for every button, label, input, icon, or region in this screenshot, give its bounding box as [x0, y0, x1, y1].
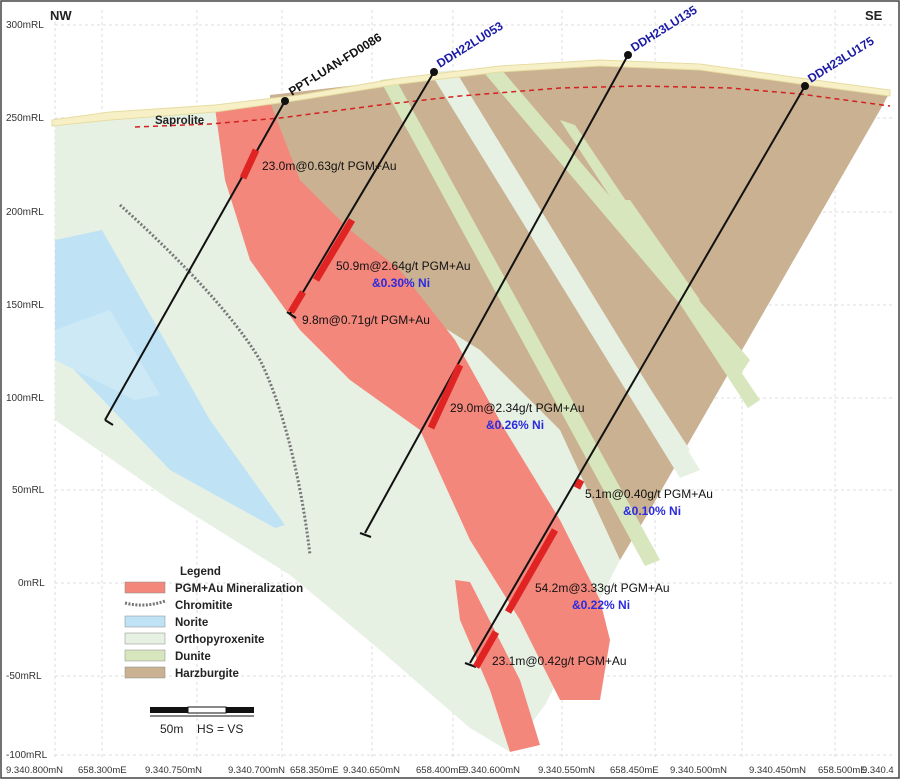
intercept-ni-4: &0.26% Ni	[486, 418, 544, 432]
collar-1	[281, 97, 289, 105]
surface-topography	[51, 59, 891, 127]
intercept-bar-3	[287, 290, 307, 314]
x-tick-9: 658.450mE	[610, 765, 659, 776]
x-tick-0: 9.340.800mN	[6, 765, 63, 776]
x-tick-2: 9.340.750mN	[145, 765, 202, 776]
x-tick-3: 9.340.700mN	[228, 765, 285, 776]
drillhole-trace-3	[364, 54, 629, 534]
norite-unit	[55, 230, 285, 528]
y-tick-250: 250mRL	[6, 113, 44, 124]
intercept-bar-1	[239, 148, 260, 180]
drillhole-end-1	[104, 419, 114, 426]
intercept-ni-2: &0.30% Ni	[372, 276, 430, 290]
collar-4	[801, 82, 809, 90]
x-tick-11: 9.340.450mN	[749, 765, 806, 776]
intercept-ni-5: &0.10% Ni	[623, 504, 681, 518]
intercept-label-6: 54.2m@3.33g/t PGM+Au	[535, 581, 670, 595]
legend-label-orthopyroxenite: Orthopyroxenite	[175, 634, 264, 646]
intercept-ni-6: &0.22% Ni	[572, 598, 630, 612]
orthopyroxenite-bands	[430, 70, 700, 478]
intercept-bar-7	[472, 630, 500, 669]
legend-swatch-norite	[124, 615, 166, 628]
x-tick-8: 9.340.550mN	[538, 765, 595, 776]
intercept-label-4: 29.0m@2.34g/t PGM+Au	[450, 401, 585, 415]
intercept-highlights	[239, 148, 585, 669]
legend-label-chromitite: Chromitite	[175, 600, 233, 612]
y-tick-minus-50: -50mRL	[6, 671, 42, 682]
y-tick-200: 200mRL	[6, 207, 44, 218]
chromitite-seam	[118, 203, 312, 556]
norite-lens	[55, 310, 160, 400]
corner-nw: NW	[50, 8, 72, 23]
scale-bar: 50m HS = VS	[150, 706, 254, 736]
legend-swatch-mineralization	[124, 581, 166, 594]
intercept-bar-6	[504, 528, 559, 614]
legend: Legend PGM+Au Mineralization Chromitite …	[124, 566, 303, 680]
drillhole-end-4	[464, 662, 477, 668]
legend-label-mineralization: PGM+Au Mineralization	[175, 583, 303, 595]
x-tick-12: 658.500mE	[818, 765, 867, 776]
pgm-au-lower-lens	[455, 580, 540, 752]
intercept-label-1: 23.0m@0.63g/t PGM+Au	[262, 159, 397, 173]
legend-label-harzburgite: Harzburgite	[175, 668, 239, 680]
saprolite-label: Saprolite	[155, 115, 204, 127]
legend-swatch-dunite	[124, 649, 166, 662]
pgm-au-mineralization	[215, 102, 610, 700]
drillhole-trace-2	[289, 71, 435, 315]
drillhole-end-2	[286, 311, 297, 319]
drillhole-trace-4	[469, 85, 806, 664]
legend-swatch-harzburgite	[124, 666, 166, 679]
y-tick-0: 0mRL	[18, 578, 45, 589]
drillhole-traces	[104, 54, 806, 668]
intercept-bar-5	[573, 478, 585, 490]
collar-2	[430, 68, 438, 76]
scale-bar-label: 50m	[160, 722, 183, 736]
intercept-label-7: 23.1m@0.42g/t PGM+Au	[492, 654, 627, 668]
saprolite-boundary	[134, 85, 891, 128]
legend-label-dunite: Dunite	[175, 651, 211, 663]
y-tick-minus-100: -100mRL	[6, 750, 48, 761]
x-tick-13: 9.340.4	[862, 765, 894, 776]
legend-label-norite: Norite	[175, 617, 208, 629]
drillhole-end-3	[359, 532, 372, 538]
x-tick-10: 9.340.500mN	[670, 765, 727, 776]
intercept-label-2: 50.9m@2.64g/t PGM+Au	[336, 259, 471, 273]
legend-title: Legend	[180, 566, 221, 578]
legend-swatch-orthopyroxenite	[124, 632, 166, 645]
intercept-label-3: 9.8m@0.71g/t PGM+Au	[302, 313, 430, 327]
y-tick-50: 50mRL	[12, 485, 45, 496]
intercept-bar-4	[427, 363, 464, 430]
intercept-bar-2	[312, 218, 356, 282]
collar-3	[624, 51, 632, 59]
x-tick-6: 658.400mE	[416, 765, 465, 776]
scale-bar-note: HS = VS	[197, 722, 243, 736]
drillhole-collars	[281, 51, 809, 105]
intercept-label-5: 5.1m@0.40g/t PGM+Au	[585, 487, 713, 501]
x-tick-5: 9.340.650mN	[343, 765, 400, 776]
x-tick-7: 9.340.600mN	[463, 765, 520, 776]
corner-se: SE	[865, 8, 883, 23]
y-tick-300: 300mRL	[6, 20, 44, 31]
x-tick-1: 658.300mE	[78, 765, 127, 776]
y-tick-100: 100mRL	[6, 393, 44, 404]
x-tick-4: 658.350mE	[290, 765, 339, 776]
y-tick-150: 150mRL	[6, 300, 44, 311]
